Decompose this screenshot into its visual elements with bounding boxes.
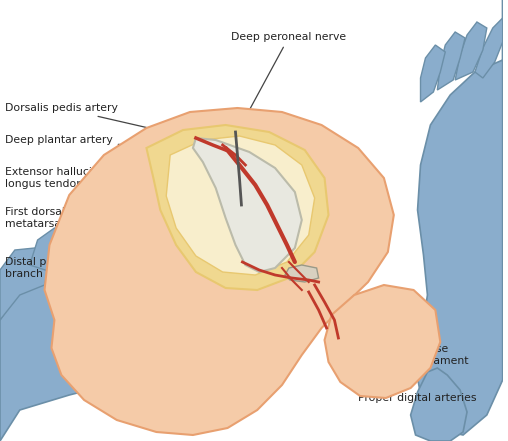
Polygon shape (285, 265, 319, 282)
Polygon shape (45, 108, 394, 435)
Polygon shape (29, 228, 81, 272)
Polygon shape (475, 18, 502, 78)
Polygon shape (193, 138, 302, 272)
Polygon shape (325, 285, 440, 398)
Polygon shape (0, 255, 228, 441)
Text: First dorsal
metatarsal artery: First dorsal metatarsal artery (5, 205, 252, 229)
Text: Deep plantar artery: Deep plantar artery (5, 135, 220, 152)
Polygon shape (437, 32, 465, 90)
Text: Dorsalis pedis artery: Dorsalis pedis artery (5, 103, 207, 142)
Polygon shape (146, 125, 329, 290)
Polygon shape (421, 45, 445, 102)
Polygon shape (410, 368, 467, 441)
Text: Distal perforating
branch: Distal perforating branch (5, 257, 257, 279)
Text: Extensor hallucis
longus tendon: Extensor hallucis longus tendon (5, 167, 230, 189)
Polygon shape (418, 0, 502, 435)
Text: Deep peroneal nerve: Deep peroneal nerve (231, 32, 346, 130)
Polygon shape (67, 222, 119, 265)
Polygon shape (0, 248, 49, 320)
Polygon shape (146, 228, 191, 262)
Text: Deep transverse
metatarsal ligament: Deep transverse metatarsal ligament (311, 277, 469, 366)
Polygon shape (107, 224, 156, 262)
Polygon shape (166, 136, 314, 275)
Polygon shape (455, 22, 487, 80)
Text: Proper digital arteries: Proper digital arteries (324, 310, 477, 403)
